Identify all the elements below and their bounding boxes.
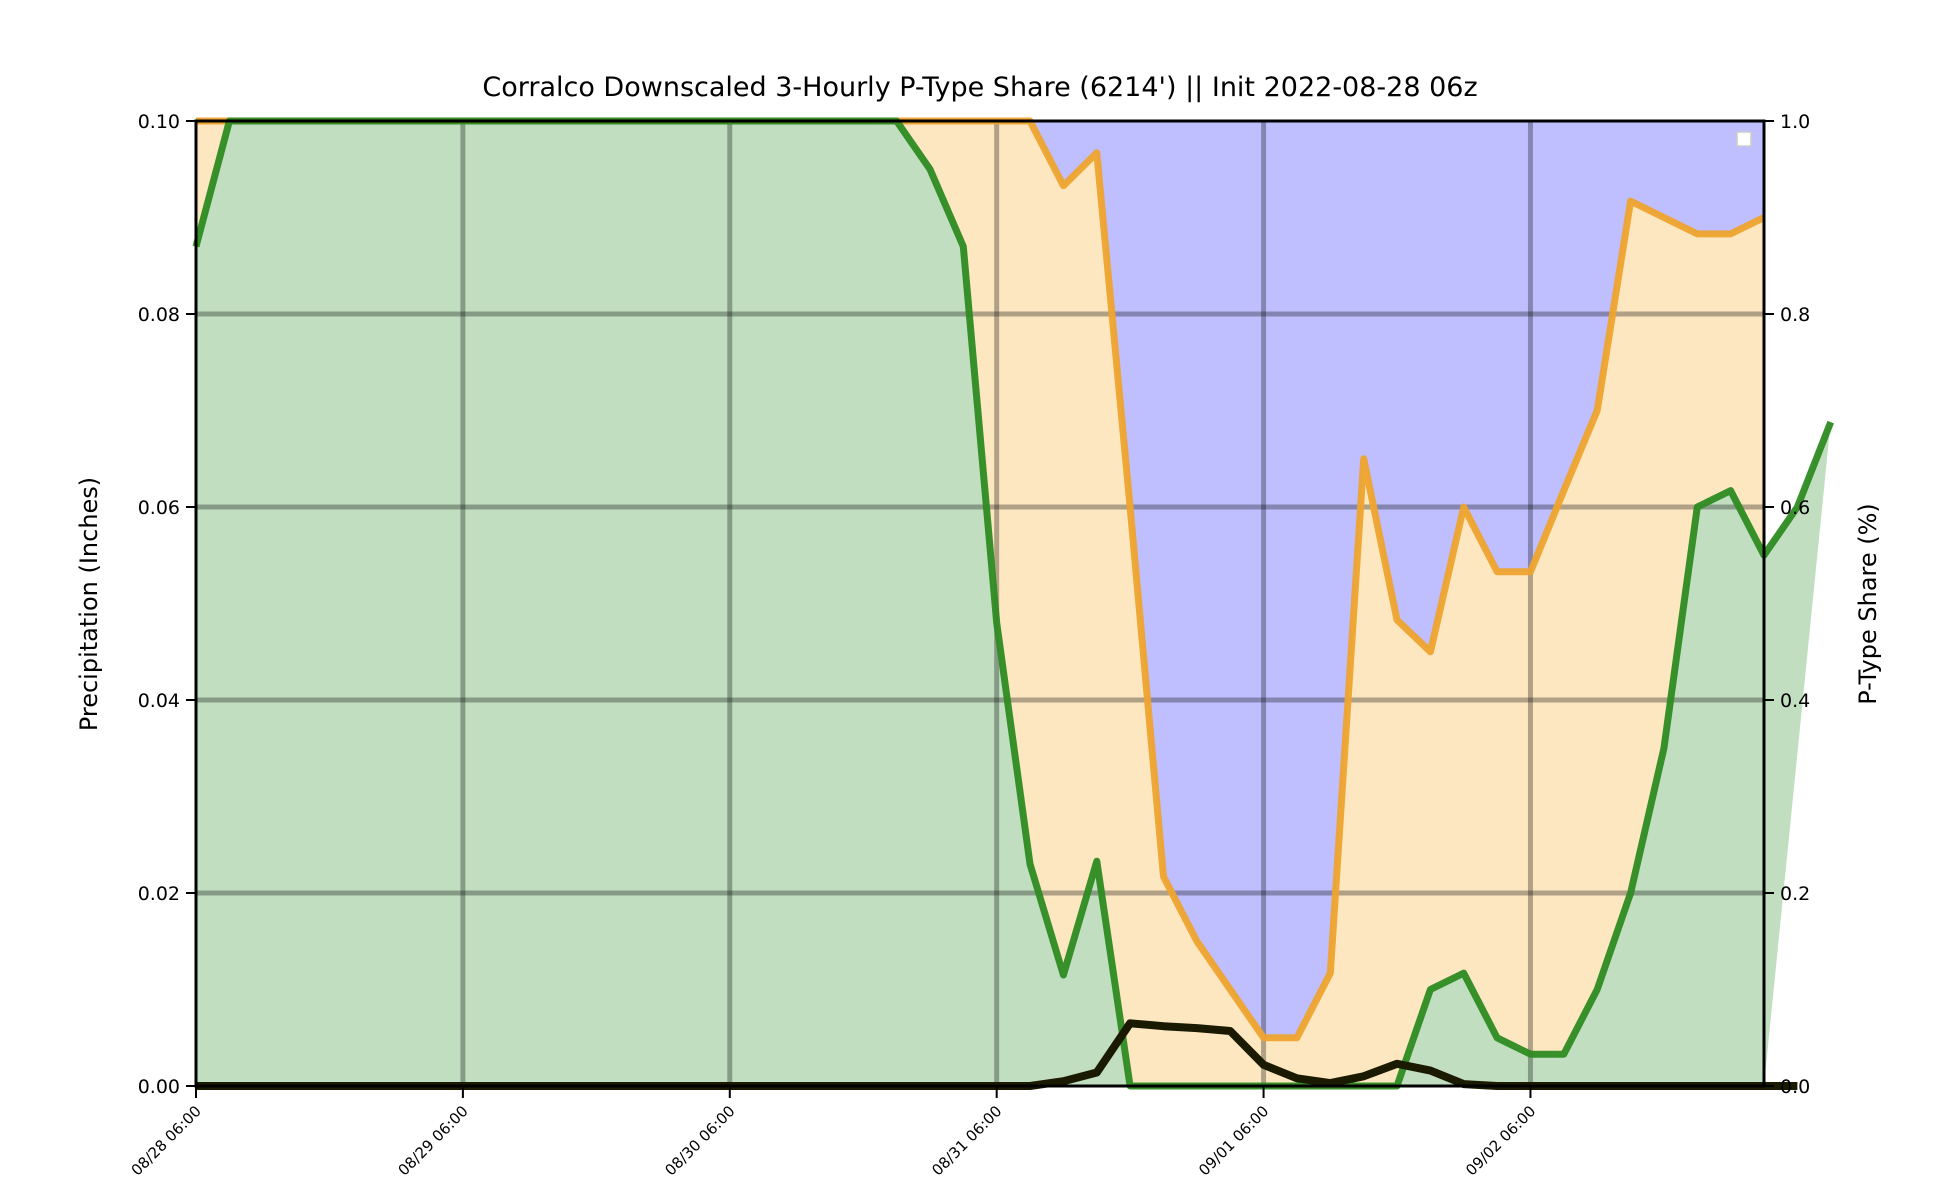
plot-area: [186, 117, 1834, 1098]
y-tick-left: 0.06: [138, 497, 180, 519]
x-tick-label: 09/01 06:00: [1195, 1102, 1272, 1179]
y-ticks-right: 0.0 0.2 0.4 0.6 0.8 1.0: [1780, 111, 1810, 1098]
rain-share-region: [196, 121, 1831, 1086]
x-tick-label: 08/28 06:00: [128, 1102, 205, 1179]
y-tick-right: 1.0: [1780, 111, 1810, 133]
y-tick-left: 0.00: [138, 1076, 180, 1098]
plot-frame: [194, 119, 1766, 1088]
y-ticks-left: 0.00 0.02 0.04 0.06 0.08 0.10: [138, 111, 180, 1098]
x-tick-label: 08/29 06:00: [394, 1102, 471, 1179]
x-tick-label: 08/31 06:00: [928, 1102, 1005, 1179]
x-tick-label: 08/30 06:00: [661, 1102, 738, 1179]
y-tick-right: 0.4: [1780, 690, 1810, 712]
x-tick-label: 09/02 06:00: [1462, 1102, 1539, 1179]
y-tick-right: 0.2: [1780, 883, 1810, 905]
y-tick-left: 0.10: [138, 111, 180, 133]
legend-box: [1736, 131, 1752, 147]
chart-title: Corralco Downscaled 3-Hourly P-Type Shar…: [482, 72, 1477, 103]
x-ticks: 08/28 06:00 08/29 06:00 08/30 06:00 08/3…: [128, 1102, 1540, 1179]
y-tick-left: 0.04: [138, 690, 180, 712]
y-axis-label-left: Precipitation (Inches): [75, 477, 103, 731]
y-axis-label-right: P-Type Share (%): [1854, 503, 1882, 705]
y-tick-left: 0.08: [138, 304, 180, 326]
y-tick-right: 0.8: [1780, 304, 1810, 326]
y-tick-right: 0.0: [1780, 1076, 1810, 1098]
y-tick-left: 0.02: [138, 883, 180, 905]
y-tick-right: 0.6: [1780, 497, 1810, 519]
